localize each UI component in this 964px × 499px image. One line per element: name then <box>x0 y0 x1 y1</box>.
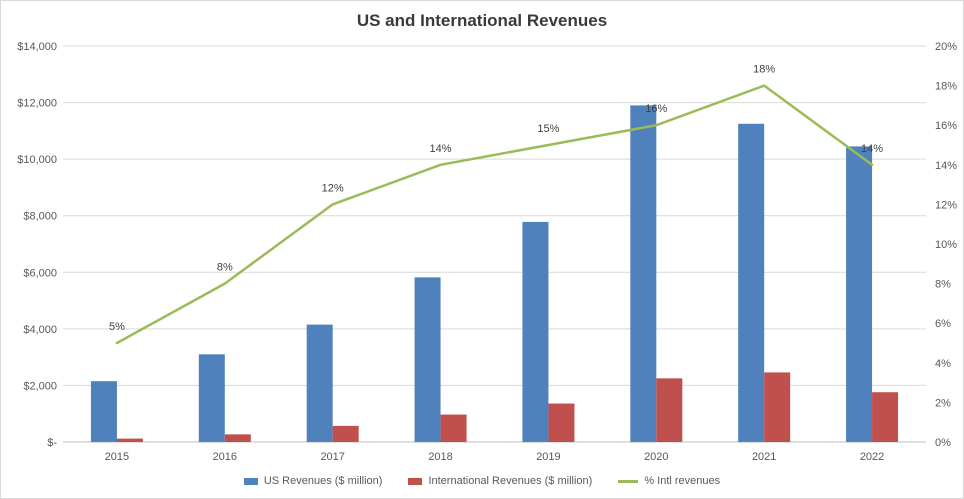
bar-us-revenues <box>522 221 549 442</box>
intl-percent-data-label: 8% <box>217 262 233 274</box>
legend-item-intl-percent: % Intl revenues <box>618 475 720 487</box>
left-axis-tick-label: $4,000 <box>23 324 57 336</box>
x-axis-tick-label: 2020 <box>644 451 668 463</box>
left-axis: $- $2,000 $4,000 $6,000 $8,000 $10,000 $12,000… <box>17 41 57 449</box>
x-axis-tick-label: 2016 <box>213 451 237 463</box>
chart-title: US and International Revenues <box>356 11 608 30</box>
x-axis-tick-label: 2019 <box>536 451 560 463</box>
left-axis-tick-label: $12,000 <box>17 98 57 110</box>
x-axis-tick-label: 2021 <box>752 451 776 463</box>
left-axis-tick-label: $14,000 <box>17 41 57 53</box>
gridlines <box>63 45 926 443</box>
bar-international-revenues <box>224 434 251 442</box>
left-axis-tick-label: $8,000 <box>23 211 57 223</box>
legend-swatch-international-revenues <box>408 477 423 485</box>
intl-percent-data-label: 14% <box>430 143 452 155</box>
bar-international-revenues <box>548 403 575 442</box>
x-axis-tick-label: 2017 <box>320 451 344 463</box>
percent-line <box>115 84 874 345</box>
intl-percent-data-label: 5% <box>109 321 125 333</box>
right-axis-tick-label: 4% <box>935 358 951 370</box>
bar-us-revenues <box>738 123 765 443</box>
intl-percent-data-label: 14% <box>861 143 883 155</box>
left-axis-tick-label: $6,000 <box>23 267 57 279</box>
left-axis-tick-label: $2,000 <box>23 380 57 392</box>
legend-label-us-revenues: US Revenues ($ million) <box>263 475 383 487</box>
left-axis-tick-label: $- <box>47 437 57 449</box>
bar-us-revenues <box>630 105 657 443</box>
bar-us-revenues <box>90 381 117 442</box>
legend-label-international-revenues: International Revenues ($ million) <box>428 475 593 487</box>
legend-item-us-revenues: US Revenues ($ million) <box>243 475 383 487</box>
legend-item-international-revenues: International Revenues ($ million) <box>408 475 592 487</box>
right-axis-tick-label: 10% <box>935 239 957 251</box>
bar-us-revenues <box>198 354 225 442</box>
bar-us-revenues <box>306 324 333 442</box>
x-axis-tick-label: 2022 <box>860 451 884 463</box>
bar-us-revenues <box>414 277 441 442</box>
data-labels: 5% 8% 12% 14% 15% 16% 18% 14% <box>109 64 883 333</box>
legend-swatch-us-revenues <box>243 477 258 485</box>
bar-international-revenues <box>656 378 683 442</box>
legend-label-intl-percent: % Intl revenues <box>644 475 721 487</box>
legend: US Revenues ($ million) International Re… <box>1 475 963 487</box>
bar-international-revenues <box>764 372 791 442</box>
right-axis-tick-label: 0% <box>935 437 951 449</box>
right-axis-tick-label: 16% <box>935 120 957 132</box>
intl-percent-data-label: 15% <box>537 123 559 135</box>
left-axis-tick-label: $10,000 <box>17 154 57 166</box>
bar-international-revenues <box>332 425 359 442</box>
x-axis: 2015 2016 2017 2018 2019 2020 2021 2022 <box>105 451 885 463</box>
intl-percent-line <box>115 84 874 345</box>
right-axis-tick-label: 6% <box>935 318 951 330</box>
right-axis-tick-label: 14% <box>935 160 957 172</box>
right-axis-tick-label: 12% <box>935 199 957 211</box>
right-axis-tick-label: 8% <box>935 279 951 291</box>
intl-percent-data-label: 18% <box>753 64 775 76</box>
right-axis: 0% 2% 4% 6% 8% 10% 12% 14% 16% 18% 20% <box>935 41 957 449</box>
right-axis-tick-label: 18% <box>935 81 957 93</box>
bar-international-revenues <box>872 392 899 442</box>
intl-percent-data-label: 16% <box>645 103 667 115</box>
bar-us-revenues <box>846 146 873 442</box>
bar-international-revenues <box>440 414 467 442</box>
right-axis-tick-label: 20% <box>935 41 957 53</box>
right-axis-tick-label: 2% <box>935 397 951 409</box>
intl-percent-data-label: 12% <box>322 182 344 194</box>
bar-international-revenues <box>116 438 143 442</box>
x-axis-tick-label: 2015 <box>105 451 129 463</box>
legend-swatch-intl-percent <box>618 479 639 483</box>
x-axis-tick-label: 2018 <box>428 451 452 463</box>
bars <box>90 105 899 443</box>
